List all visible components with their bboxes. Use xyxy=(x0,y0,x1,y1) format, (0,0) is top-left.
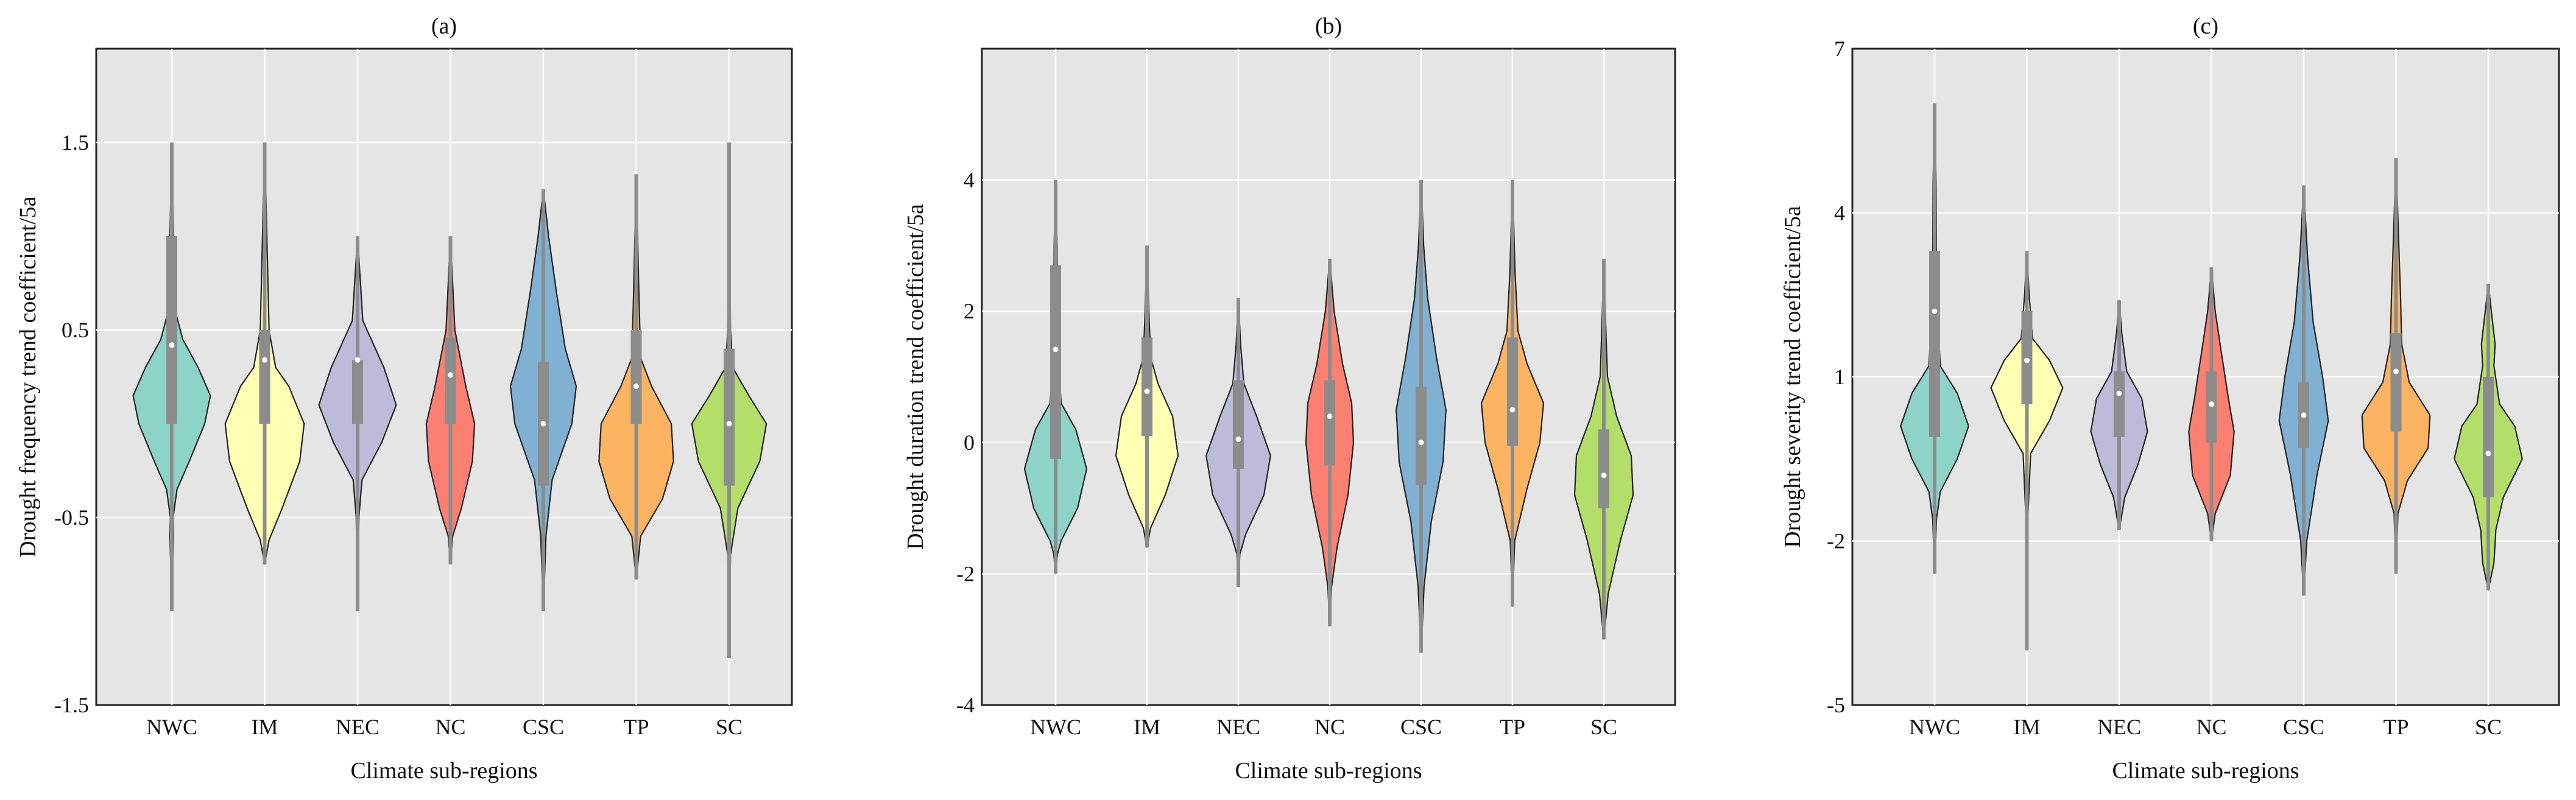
x-tick-label: NC xyxy=(1314,715,1345,739)
median-im xyxy=(2024,357,2030,363)
x-tick-label: IM xyxy=(2014,715,2041,739)
tick-labels-c: -5 -2 1 4 7 NWC IM NEC NC CSC TP SC xyxy=(1827,37,2502,739)
iqr-box-nec xyxy=(352,360,363,424)
iqr-box-nec xyxy=(1233,380,1244,469)
x-axis-label-a: Climate sub-regions xyxy=(350,758,537,784)
x-tick-label: NEC xyxy=(336,715,379,739)
median-nc xyxy=(448,372,453,378)
y-axis-label-b: Drought duration trend coefficient/5a xyxy=(903,204,928,550)
median-tp xyxy=(1509,407,1516,413)
x-tick-label: SC xyxy=(1590,715,1617,739)
iqr-box-sc xyxy=(1598,429,1609,508)
panel-c: -5 -2 1 4 7 NWC IM NEC NC CSC TP SC (c) Climate sub… xyxy=(1780,13,2560,784)
x-tick-label: TP xyxy=(2383,715,2408,739)
iqr-box-nwc xyxy=(1929,251,1940,437)
median-nec xyxy=(2116,390,2122,396)
x-tick-label: NC xyxy=(435,715,465,739)
median-nwc xyxy=(169,342,175,348)
x-tick-label: NEC xyxy=(2097,715,2141,739)
y-tick-label: 2 xyxy=(964,299,975,323)
iqr-box-im xyxy=(1142,337,1152,437)
y-tick-label: -0.5 xyxy=(54,505,89,530)
median-tp xyxy=(633,383,639,389)
violins-b xyxy=(1023,180,1634,653)
median-nc xyxy=(2209,401,2214,407)
median-csc xyxy=(2301,412,2307,418)
violins-c xyxy=(1900,103,2523,651)
y-tick-label: 0 xyxy=(964,430,975,455)
x-tick-label: NEC xyxy=(1216,715,1260,739)
iqr-box-tp xyxy=(2390,333,2402,432)
iqr-box-nc xyxy=(1324,380,1335,466)
y-tick-label: -2 xyxy=(1827,529,1845,553)
y-tick-label: -4 xyxy=(956,693,975,717)
x-axis-label-b: Climate sub-regions xyxy=(1235,758,1422,784)
y-tick-label: -1.5 xyxy=(54,693,89,717)
iqr-box-nwc xyxy=(1050,265,1061,459)
median-im xyxy=(262,357,267,363)
iqr-box-sc xyxy=(2483,377,2494,497)
panel-title-b: (b) xyxy=(1315,13,1342,39)
median-nwc xyxy=(1053,346,1059,353)
iqr-box-nc xyxy=(445,337,456,424)
iqr-box-csc xyxy=(1416,387,1427,485)
panel-title-c: (c) xyxy=(2193,13,2218,39)
x-tick-label: IM xyxy=(1134,715,1160,739)
median-nec xyxy=(355,357,361,363)
x-tick-label: NC xyxy=(2196,715,2226,739)
y-tick-label: 0.5 xyxy=(62,318,89,342)
iqr-box-im xyxy=(259,330,270,424)
tick-labels-a: -1.5 -0.5 0.5 1.5 NWC IM NEC NC CSC TP SC xyxy=(54,130,743,739)
iqr-box-tp xyxy=(630,330,642,424)
x-tick-label: SC xyxy=(716,715,743,739)
x-tick-label: NWC xyxy=(1030,715,1081,739)
x-tick-label: TP xyxy=(623,715,649,739)
median-sc xyxy=(2485,451,2491,457)
tick-labels-b: -4 -2 0 2 4 NWC IM NEC NC CSC TP SC xyxy=(956,168,1617,739)
y-tick-label: -5 xyxy=(1827,693,1845,717)
y-tick-label: 1 xyxy=(1834,365,1845,389)
median-sc xyxy=(726,421,732,427)
y-tick-label: -2 xyxy=(956,561,975,586)
panel-b: -4 -2 0 2 4 NWC IM NEC NC CSC TP SC (b) Climate sub… xyxy=(903,13,1676,784)
y-axis-label-a: Drought frequency trend coefficient/5a xyxy=(15,196,41,557)
panel-a: -1.5 -0.5 0.5 1.5 NWC IM NEC NC CSC TP SC (a) Clim… xyxy=(15,13,793,784)
y-tick-label: 1.5 xyxy=(62,130,89,155)
x-tick-label: IM xyxy=(252,715,278,739)
iqr-box-nwc xyxy=(166,236,177,424)
median-csc xyxy=(1418,440,1424,446)
x-tick-label: NWC xyxy=(146,715,197,739)
median-im xyxy=(1144,388,1150,395)
median-sc xyxy=(1601,472,1607,479)
y-tick-label: 4 xyxy=(964,168,975,192)
x-tick-label: CSC xyxy=(2283,715,2324,739)
iqr-box-tp xyxy=(1507,337,1518,446)
panel-title-a: (a) xyxy=(431,13,457,39)
median-nwc xyxy=(1932,308,1938,314)
y-tick-label: 7 xyxy=(1834,37,1845,61)
violins-a xyxy=(132,142,768,659)
x-tick-label: TP xyxy=(1500,715,1525,739)
y-tick-label: 4 xyxy=(1834,201,1845,225)
median-tp xyxy=(2393,368,2399,374)
x-tick-label: CSC xyxy=(523,715,564,739)
median-nc xyxy=(1327,413,1333,419)
x-axis-label-c: Climate sub-regions xyxy=(2112,758,2299,784)
iqr-box-sc xyxy=(724,348,735,486)
median-nec xyxy=(1235,436,1241,442)
median-csc xyxy=(540,421,546,427)
iqr-box-nec xyxy=(2114,371,2125,437)
x-tick-label: CSC xyxy=(1400,715,1442,739)
y-axis-label-c: Drought severity trend coefficient/5a xyxy=(1780,206,1805,548)
x-tick-label: SC xyxy=(2475,715,2502,739)
x-tick-label: NWC xyxy=(1909,715,1960,739)
